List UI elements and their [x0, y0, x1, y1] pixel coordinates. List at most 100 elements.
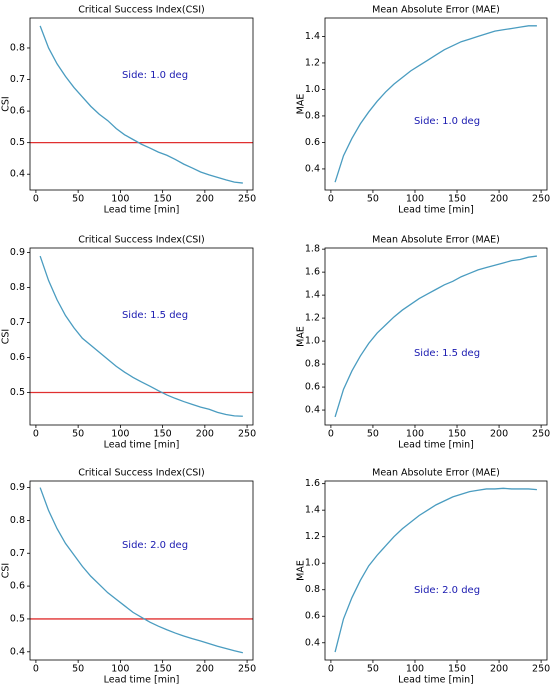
- y-tick-label: 0.6: [305, 137, 320, 148]
- x-tick-label: 250: [238, 664, 256, 675]
- x-axis-label: Lead time [min]: [104, 675, 180, 684]
- x-tick-label: 0: [328, 194, 334, 205]
- data-line: [334, 25, 537, 183]
- data-line: [39, 255, 243, 417]
- x-tick-label: 50: [367, 194, 379, 205]
- x-tick-label: 150: [154, 664, 172, 675]
- x-tick-label: 50: [72, 429, 84, 440]
- y-axis-label: CSI: [1, 96, 12, 111]
- x-tick-label: 100: [111, 429, 129, 440]
- x-tick-label: 100: [406, 194, 424, 205]
- chart-title: Critical Success Index(CSI): [78, 5, 205, 16]
- annotation: Side: 2.0 deg: [414, 585, 480, 596]
- x-tick-label: 200: [196, 664, 214, 675]
- plot-frame: [29, 17, 254, 191]
- y-tick-label: 0.5: [10, 137, 25, 148]
- y-tick-label: 0.7: [10, 317, 25, 328]
- x-tick-label: 50: [367, 429, 379, 440]
- y-tick-label: 0.4: [305, 637, 320, 648]
- plot-frame: [29, 480, 254, 661]
- y-tick-label: 1.4: [305, 290, 320, 301]
- chart-title: Mean Absolute Error (MAE): [372, 5, 500, 16]
- y-tick-label: 0.8: [10, 515, 25, 526]
- y-tick-label: 1.0: [305, 558, 320, 569]
- x-tick-label: 150: [154, 429, 172, 440]
- y-tick-label: 0.4: [10, 169, 25, 180]
- y-tick-label: 0.5: [10, 613, 25, 624]
- plot-frame: [324, 247, 548, 426]
- x-axis-label: Lead time [min]: [104, 205, 180, 216]
- y-tick-label: 0.9: [10, 482, 25, 493]
- x-tick-label: 200: [196, 194, 214, 205]
- data-line: [39, 25, 243, 184]
- y-tick-label: 0.8: [10, 282, 25, 293]
- x-tick-label: 150: [448, 194, 466, 205]
- x-tick-label: 250: [238, 429, 256, 440]
- y-tick-label: 0.6: [305, 382, 320, 393]
- x-tick-label: 200: [196, 429, 214, 440]
- x-tick-label: 100: [406, 429, 424, 440]
- x-axis-label: Lead time [min]: [398, 205, 474, 216]
- y-axis-label: MAE: [296, 326, 307, 347]
- annotation: Side: 1.0 deg: [414, 116, 480, 127]
- annotation: Side: 2.0 deg: [122, 540, 188, 551]
- annotation: Side: 1.5 deg: [414, 348, 480, 359]
- y-tick-label: 0.8: [10, 42, 25, 53]
- x-tick-label: 250: [238, 194, 256, 205]
- y-tick-label: 0.4: [305, 405, 320, 416]
- plot-frame: [324, 480, 548, 661]
- y-tick-label: 1.2: [305, 313, 320, 324]
- y-tick-label: 0.6: [10, 106, 25, 117]
- y-tick-label: 1.8: [305, 244, 320, 255]
- x-tick-label: 150: [154, 194, 172, 205]
- x-tick-label: 250: [532, 194, 550, 205]
- y-axis-label: MAE: [296, 560, 307, 581]
- y-tick-label: 0.5: [10, 387, 25, 398]
- x-tick-label: 200: [490, 194, 508, 205]
- chart-title: Critical Success Index(CSI): [78, 235, 205, 246]
- y-tick-label: 0.6: [305, 611, 320, 622]
- data-line: [334, 255, 537, 418]
- x-tick-label: 0: [328, 664, 334, 675]
- y-tick-label: 1.6: [305, 478, 320, 489]
- y-tick-label: 1.2: [305, 57, 320, 68]
- x-tick-label: 100: [111, 664, 129, 675]
- annotation: Side: 1.5 deg: [122, 310, 188, 321]
- y-tick-label: 1.2: [305, 531, 320, 542]
- y-tick-label: 1.0: [305, 336, 320, 347]
- annotation: Side: 1.0 deg: [122, 70, 188, 81]
- plot-frame: [324, 17, 548, 191]
- y-tick-label: 0.4: [305, 163, 320, 174]
- chart-title: Critical Success Index(CSI): [78, 468, 205, 479]
- x-tick-label: 100: [111, 194, 129, 205]
- x-tick-label: 50: [72, 664, 84, 675]
- y-axis-label: CSI: [1, 563, 12, 578]
- y-tick-label: 0.9: [10, 247, 25, 258]
- y-tick-label: 1.0: [305, 84, 320, 95]
- x-tick-label: 250: [532, 664, 550, 675]
- y-tick-label: 0.8: [305, 359, 320, 370]
- x-tick-label: 50: [72, 194, 84, 205]
- x-axis-label: Lead time [min]: [398, 440, 474, 451]
- x-tick-label: 0: [33, 664, 39, 675]
- x-tick-label: 0: [33, 194, 39, 205]
- y-tick-label: 0.8: [305, 584, 320, 595]
- x-tick-label: 0: [328, 429, 334, 440]
- x-axis-label: Lead time [min]: [104, 440, 180, 451]
- x-axis-label: Lead time [min]: [398, 675, 474, 684]
- y-tick-label: 0.7: [10, 74, 25, 85]
- y-axis-label: MAE: [296, 94, 307, 115]
- y-tick-label: 0.6: [10, 352, 25, 363]
- x-tick-label: 0: [33, 429, 39, 440]
- x-tick-label: 150: [448, 664, 466, 675]
- y-tick-label: 0.4: [10, 646, 25, 657]
- plot-frame: [29, 247, 254, 426]
- y-tick-label: 1.4: [305, 31, 320, 42]
- x-tick-label: 150: [448, 429, 466, 440]
- x-tick-label: 250: [532, 429, 550, 440]
- data-line: [39, 487, 244, 654]
- y-axis-label: CSI: [1, 329, 12, 344]
- y-tick-label: 1.6: [305, 267, 320, 278]
